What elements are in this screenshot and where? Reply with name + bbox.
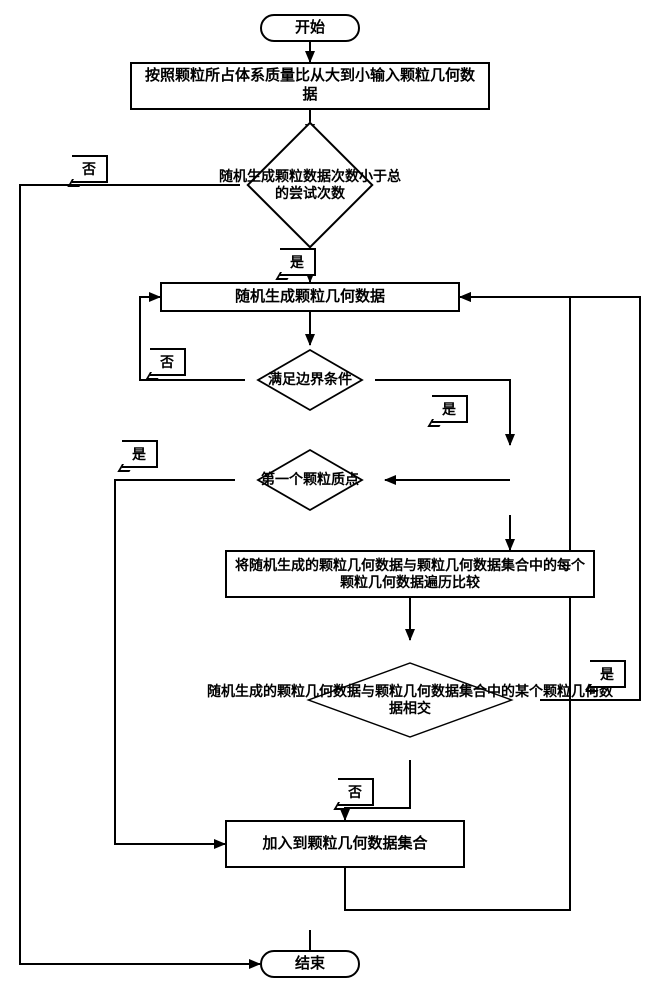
label-yes-3: 是 xyxy=(122,440,158,468)
label-yes-2-text: 是 xyxy=(442,401,456,417)
node-d-count-text: 随机生成颗粒数据次数小于总的尝试次数 xyxy=(216,168,404,203)
label-no-1: 否 xyxy=(72,155,108,183)
label-yes-2: 是 xyxy=(432,395,468,423)
label-no-1-text: 否 xyxy=(82,161,96,177)
label-no-3: 否 xyxy=(338,778,374,806)
node-d-inter-text: 随机生成的颗粒几何数据与颗粒几何数据集合中的某个颗粒几何数据相交 xyxy=(206,683,614,718)
label-yes-3-text: 是 xyxy=(132,446,146,462)
label-no-2-text: 否 xyxy=(160,354,174,370)
label-yes-4-text: 是 xyxy=(600,666,614,682)
node-d-inter: 随机生成的颗粒几何数据与颗粒几何数据集合中的某个颗粒几何数据相交 xyxy=(280,640,540,760)
node-input: 按照颗粒所占体系质量比从大到小输入颗粒几何数据 xyxy=(130,62,490,110)
node-start: 开始 xyxy=(260,14,360,42)
node-end: 结束 xyxy=(260,950,360,978)
node-input-text: 按照颗粒所占体系质量比从大到小输入颗粒几何数据 xyxy=(140,67,480,105)
node-d-bound: 满足边界条件 xyxy=(245,345,375,415)
label-yes-1: 是 xyxy=(280,248,316,276)
label-no-2: 否 xyxy=(150,348,186,376)
node-add: 加入到颗粒几何数据集合 xyxy=(225,820,465,868)
node-compare: 将随机生成的颗粒几何数据与颗粒几何数据集合中的每个颗粒几何数据遍历比较 xyxy=(225,550,595,598)
label-yes-1-text: 是 xyxy=(290,254,304,270)
node-gen: 随机生成颗粒几何数据 xyxy=(160,282,460,312)
node-d-bound-text: 满足边界条件 xyxy=(268,371,352,389)
node-d-count: 随机生成颗粒数据次数小于总的尝试次数 xyxy=(240,135,380,235)
node-d-first: 第一个颗粒质点 xyxy=(235,445,385,515)
node-add-text: 加入到颗粒几何数据集合 xyxy=(262,835,427,854)
node-compare-text: 将随机生成的颗粒几何数据与颗粒几何数据集合中的每个颗粒几何数据遍历比较 xyxy=(235,557,585,592)
flowchart-canvas: 开始 按照颗粒所占体系质量比从大到小输入颗粒几何数据 随机生成颗粒数据次数小于总… xyxy=(0,0,667,1000)
node-end-text: 结束 xyxy=(295,955,325,974)
label-yes-4: 是 xyxy=(590,660,626,688)
node-gen-text: 随机生成颗粒几何数据 xyxy=(235,288,385,307)
node-d-first-text: 第一个颗粒质点 xyxy=(261,471,359,489)
label-no-3-text: 否 xyxy=(348,784,362,800)
node-start-text: 开始 xyxy=(295,19,325,38)
